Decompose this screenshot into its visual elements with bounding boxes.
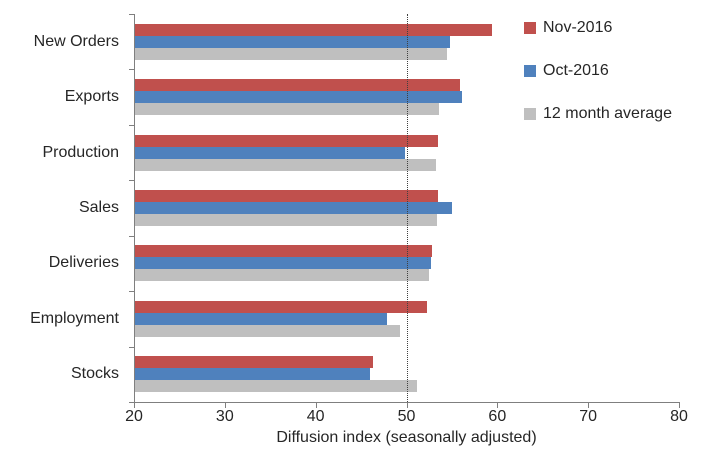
bar-nov-2016 xyxy=(134,134,439,147)
category-label: New Orders xyxy=(33,32,119,50)
bar-12-month-average xyxy=(134,324,401,337)
y-axis-tick xyxy=(129,69,134,70)
category-label: Deliveries xyxy=(48,254,119,272)
legend: Nov-2016 Oct-2016 12 month average xyxy=(524,19,672,149)
bar-oct-2016 xyxy=(134,146,405,159)
bar-12-month-average xyxy=(134,158,437,171)
bar-nov-2016 xyxy=(134,190,439,202)
x-tick-label: 50 xyxy=(397,408,416,425)
x-axis-tick xyxy=(407,402,408,408)
legend-swatch xyxy=(524,22,536,34)
x-tick-label: 20 xyxy=(125,408,143,425)
x-tick-label: 80 xyxy=(670,408,688,425)
bar-oct-2016 xyxy=(134,368,371,381)
y-axis-tick xyxy=(129,125,134,126)
bar-nov-2016 xyxy=(134,79,461,92)
bar-12-month-average xyxy=(134,103,440,116)
category-label: Exports xyxy=(64,88,119,106)
bar-nov-2016 xyxy=(134,300,428,313)
legend-label: Nov-2016 xyxy=(543,19,613,36)
y-axis-tick xyxy=(129,291,134,292)
plot-area xyxy=(134,14,679,402)
x-tick-label: 40 xyxy=(306,408,325,425)
legend-label: Oct-2016 xyxy=(543,62,609,79)
y-axis-tick xyxy=(129,402,134,403)
legend-swatch xyxy=(524,108,536,120)
legend-item: Oct-2016 xyxy=(524,62,672,79)
category-label: Sales xyxy=(78,198,119,216)
x-axis-tick xyxy=(316,402,317,408)
bar-oct-2016 xyxy=(134,35,451,48)
legend-item: 12 month average xyxy=(524,105,672,122)
x-tick-label: 70 xyxy=(579,408,598,425)
bar-12-month-average xyxy=(134,380,418,393)
x-tick-label: 60 xyxy=(488,408,507,425)
y-axis-line xyxy=(134,14,135,403)
legend-swatch xyxy=(524,65,536,77)
bar-oct-2016 xyxy=(134,312,387,325)
x-axis-tick xyxy=(588,402,589,408)
bar-nov-2016 xyxy=(134,245,432,258)
x-axis-tick xyxy=(225,402,226,408)
bar-12-month-average xyxy=(134,269,430,282)
x-axis-title: Diffusion index (seasonally adjusted) xyxy=(276,429,537,446)
bar-12-month-average xyxy=(134,47,448,60)
y-axis-tick xyxy=(129,236,134,237)
y-axis-tick xyxy=(129,180,134,181)
legend-item: Nov-2016 xyxy=(524,19,672,36)
x-axis-tick xyxy=(497,402,498,408)
legend-label: 12 month average xyxy=(543,105,672,122)
bar-nov-2016 xyxy=(134,23,492,36)
bar-oct-2016 xyxy=(134,257,432,270)
y-axis-tick xyxy=(129,14,134,15)
category-label: Stocks xyxy=(70,365,119,383)
bar-12-month-average xyxy=(134,214,438,226)
reference-line-50 xyxy=(407,14,408,402)
x-axis-tick xyxy=(679,402,680,408)
category-label: Employment xyxy=(30,309,119,327)
bar-oct-2016 xyxy=(134,202,452,214)
bar-oct-2016 xyxy=(134,91,462,104)
bar-nov-2016 xyxy=(134,356,373,369)
y-axis-tick xyxy=(129,347,134,348)
x-axis-tick xyxy=(134,402,135,408)
x-tick-label: 30 xyxy=(215,408,234,425)
category-label: Production xyxy=(42,143,120,161)
